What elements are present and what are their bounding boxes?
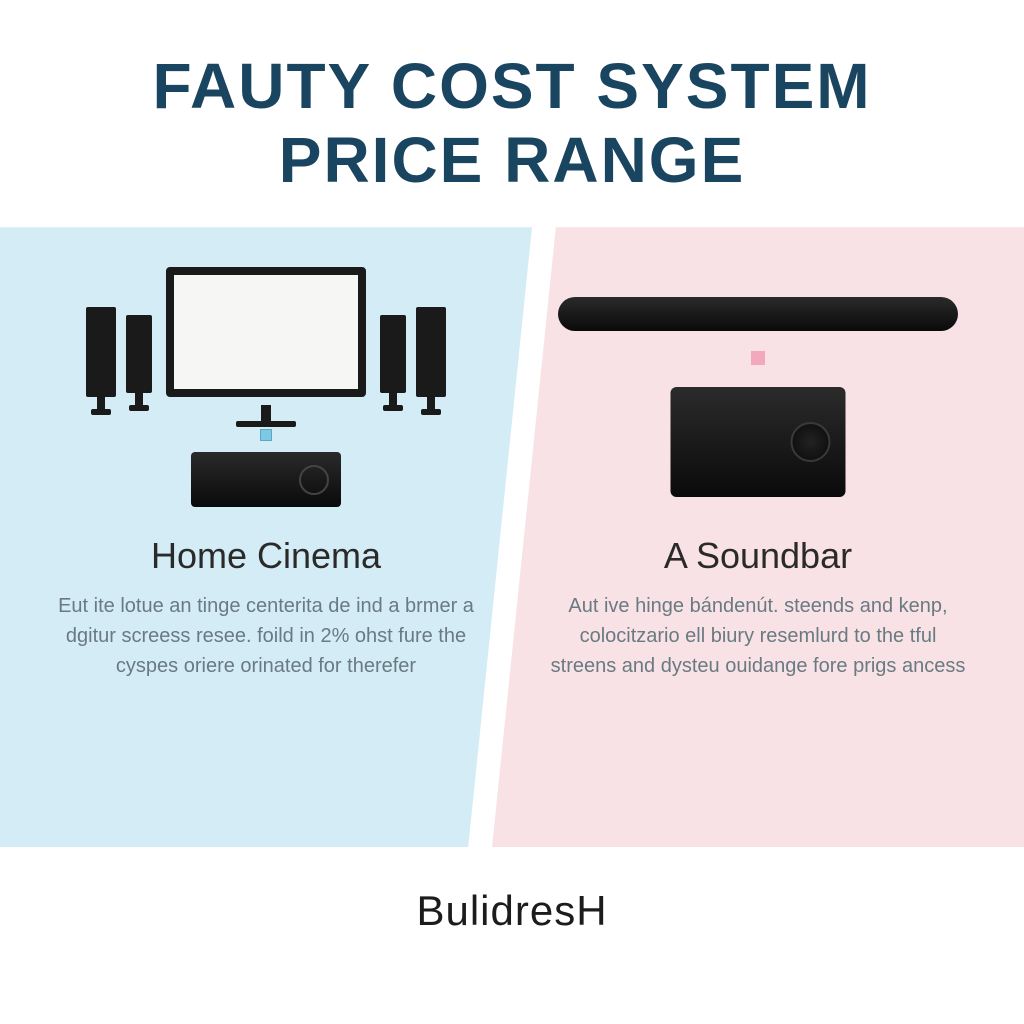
receiver-icon [191, 452, 341, 507]
subwoofer-icon [671, 387, 846, 497]
accent-dot-icon [751, 351, 765, 365]
speaker-icon [380, 315, 406, 393]
tv-base-icon [236, 421, 296, 427]
panel-home-cinema: Home Cinema Eut ite lotue an tinge cente… [0, 227, 532, 847]
accent-dot-icon [260, 429, 272, 441]
panel-heading-right: A Soundbar [532, 535, 984, 577]
soundbar-illustration [532, 257, 984, 517]
panel-heading-left: Home Cinema [40, 535, 492, 577]
footer-brand: BulidresH [0, 887, 1024, 935]
home-cinema-illustration [40, 257, 492, 517]
panel-soundbar: A Soundbar Aut ive hinge bándenút. steen… [492, 227, 1024, 847]
panel-body-right: Aut ive hinge bándenút. steends and kenp… [532, 591, 984, 681]
speaker-icon [416, 307, 446, 397]
title-line-1: FAUTY COST SYSTEM [40, 50, 984, 124]
tv-icon [166, 267, 366, 397]
title-line-2: PRICE RANGE [40, 124, 984, 198]
soundbar-icon [558, 297, 958, 331]
panel-body-left: Eut ite lotue an tinge centerita de ind … [40, 591, 492, 681]
speaker-icon [86, 307, 116, 397]
speaker-icon [126, 315, 152, 393]
page-title: FAUTY COST SYSTEM PRICE RANGE [0, 0, 1024, 227]
comparison-panels: Home Cinema Eut ite lotue an tinge cente… [0, 227, 1024, 847]
